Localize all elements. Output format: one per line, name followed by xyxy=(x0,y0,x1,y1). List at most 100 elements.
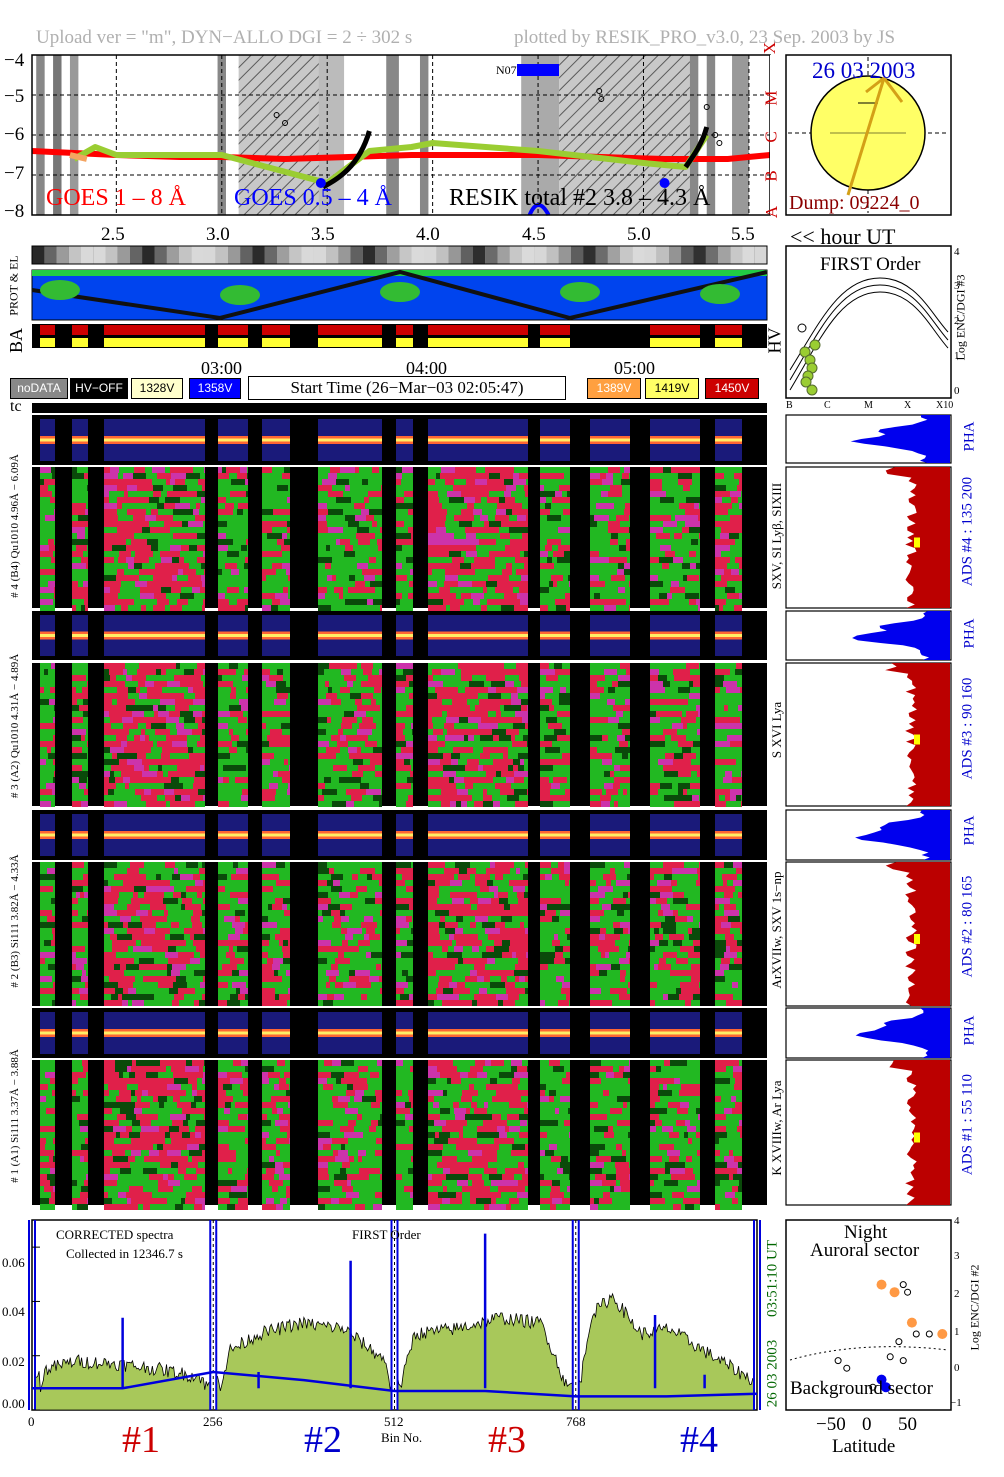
specgram-cell xyxy=(488,934,493,940)
specgram-cell xyxy=(628,946,630,952)
specgram-cell xyxy=(46,1108,55,1114)
specgram-cell xyxy=(730,693,736,699)
specgram-cell xyxy=(433,952,447,958)
specgram-cell xyxy=(445,569,450,575)
specgram-cell xyxy=(502,940,510,946)
specgram-cell xyxy=(617,910,624,916)
specgram-cell xyxy=(402,467,413,473)
specgram-cell xyxy=(562,491,567,497)
specgram-cell xyxy=(544,485,555,491)
specgram-cell xyxy=(361,777,375,783)
specgram-cell xyxy=(715,675,724,681)
specgram-cell xyxy=(40,1192,44,1198)
specgram-cell xyxy=(153,862,165,868)
specgram-cell xyxy=(674,801,682,807)
specgram-cell xyxy=(454,777,464,783)
specgram-cell xyxy=(272,563,282,569)
specgram-cell xyxy=(353,545,365,551)
specgram-cell xyxy=(671,765,681,771)
specgram-cell xyxy=(51,533,55,539)
specgram-cell xyxy=(361,994,367,1000)
specgram-cell xyxy=(177,599,188,605)
specgram-cell xyxy=(442,545,451,551)
specgram-cell xyxy=(190,1114,204,1120)
specgram-cell xyxy=(540,958,554,964)
specgram-cell xyxy=(155,970,163,976)
specgram-cell xyxy=(348,741,353,747)
specgram-cell xyxy=(193,467,204,473)
specgram-cell xyxy=(650,693,660,699)
specgram-cell xyxy=(236,669,244,675)
pha-peak xyxy=(72,1031,88,1035)
specgram-cell xyxy=(411,765,413,771)
specgram-cell xyxy=(334,669,341,675)
specgram-cell xyxy=(343,509,350,515)
specgram-cell xyxy=(698,711,700,717)
specgram-cell xyxy=(401,952,413,958)
specgram-cell xyxy=(650,473,665,479)
specgram-cell xyxy=(326,747,340,753)
specgram-cell xyxy=(437,735,445,741)
specgram-cell xyxy=(194,593,205,599)
specgram-cell xyxy=(650,988,661,994)
specgram-cell xyxy=(502,717,517,723)
specgram-cell xyxy=(609,551,616,557)
specgram-cell xyxy=(409,693,413,699)
specgram-cell xyxy=(396,795,408,801)
specgram-cell xyxy=(262,717,274,723)
specgram-cell xyxy=(590,563,596,569)
specgram-cell xyxy=(142,1162,149,1168)
specgram-cell xyxy=(524,892,528,898)
specgram-cell xyxy=(566,605,570,611)
pha-peak xyxy=(715,1031,742,1035)
specgram-cell xyxy=(72,970,82,976)
specgram-cell xyxy=(558,1000,569,1006)
specgram-cell xyxy=(372,753,382,759)
specgram-cell xyxy=(72,605,76,611)
specgram-cell xyxy=(86,729,88,735)
specgram-cell xyxy=(696,880,700,886)
specgram-cell xyxy=(734,958,742,964)
specgram-cell xyxy=(555,599,561,605)
specgram-cell xyxy=(341,916,349,922)
specgram-cell xyxy=(428,545,438,551)
specgram-cell xyxy=(198,862,202,868)
specgram-cell xyxy=(181,539,193,545)
specgram-cell xyxy=(324,669,329,675)
specgram-cell xyxy=(218,904,230,910)
ba-segment xyxy=(650,325,700,335)
specgram-cell xyxy=(218,868,223,874)
specgram-cell xyxy=(606,747,615,753)
specgram-cell xyxy=(144,765,149,771)
specgram-cell xyxy=(620,783,629,789)
specgram-cell xyxy=(505,545,518,551)
specgram-cell xyxy=(134,958,139,964)
specgram-cell xyxy=(650,485,662,491)
specgram-cell xyxy=(605,934,620,940)
specgram-cell xyxy=(194,723,198,729)
specgram-cell xyxy=(725,717,740,723)
specgram-cell xyxy=(450,880,462,886)
specgram-cell xyxy=(266,509,273,515)
specgram-cell xyxy=(370,940,374,946)
specgram-cell xyxy=(678,479,692,485)
specgram-cell xyxy=(721,527,730,533)
specgram-cell xyxy=(361,922,372,928)
specgram-cell xyxy=(455,669,461,675)
specgram-cell xyxy=(715,994,725,1000)
specgram-cell xyxy=(245,735,248,741)
specgram-cell xyxy=(446,605,450,611)
specgram-cell xyxy=(517,515,526,521)
specgram-cell xyxy=(126,1126,132,1132)
specgram-cell xyxy=(464,735,468,741)
specgram-cell xyxy=(499,497,505,503)
specgram-cell xyxy=(487,497,499,503)
specgram-cell xyxy=(614,801,618,807)
specgram-cell xyxy=(184,717,195,723)
specgram-cell xyxy=(684,982,699,988)
specgram-cell xyxy=(229,527,235,533)
specgram-cell xyxy=(158,982,173,988)
specgram-cell xyxy=(242,491,246,497)
specgram-cell xyxy=(436,605,446,611)
specgram-cell xyxy=(48,1084,55,1090)
